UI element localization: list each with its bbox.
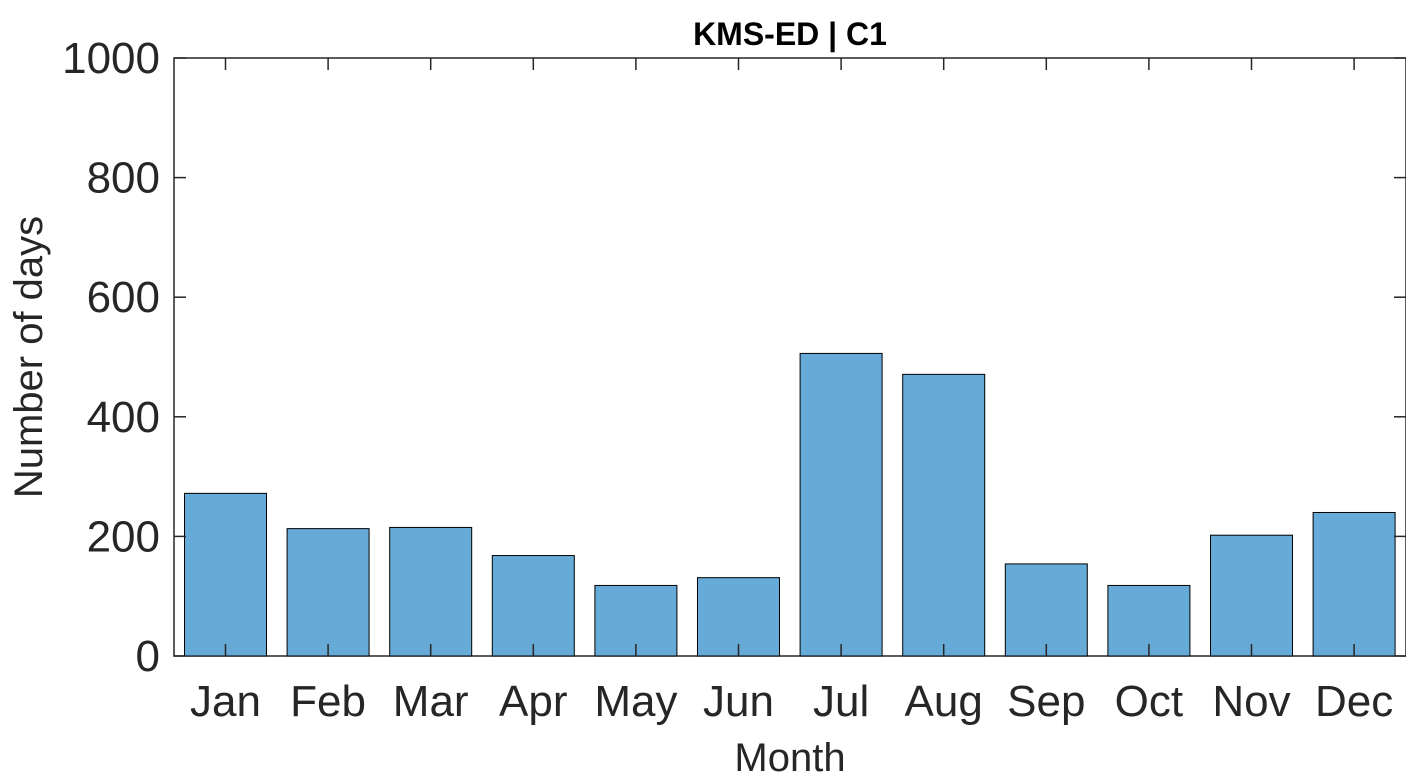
y-tick-label-600: 600 [87,273,160,322]
x-axis-label: Month [734,736,845,780]
bar-feb [286,528,370,657]
x-tick-label-nov: Nov [1212,677,1290,726]
x-tick-label-mar: Mar [393,677,469,726]
plot-area [173,57,1406,657]
y-tick-label-1000: 1000 [62,34,160,83]
x-tick-label-dec: Dec [1315,677,1393,726]
y-tick-label-0: 0 [136,632,160,681]
x-tick-label-may: May [594,677,677,726]
bar-aug [902,373,986,657]
bar-jul [799,352,883,657]
bar-jun [697,577,780,657]
ticks-group [174,57,1406,657]
x-tick-label-jul: Jul [813,677,869,726]
x-tick-label-oct: Oct [1115,677,1183,726]
bar-sep [1004,563,1088,657]
x-tick-label-sep: Sep [1007,677,1085,726]
x-tick-label-jan: Jan [190,677,261,726]
x-tick-label-jun: Jun [703,677,774,726]
y-tick-labels: 0 200 400 600 800 1000 [62,34,160,681]
chart-title: KMS-ED | C1 [693,16,887,52]
bar-jan [184,492,267,657]
bar-apr [491,555,575,657]
x-tick-label-aug: Aug [905,677,983,726]
x-tick-label-feb: Feb [290,677,366,726]
y-tick-label-400: 400 [87,393,160,442]
x-tick-label-apr: Apr [499,677,567,726]
y-tick-label-800: 800 [87,154,160,203]
bar-dec [1312,511,1396,657]
x-tick-labels: Jan Feb Mar Apr May Jun Jul Aug Sep Oct Nov Dec [190,677,1393,726]
y-tick-label-200: 200 [87,512,160,561]
bar-mar [389,526,473,657]
y-axis-label: Number of days [7,216,51,498]
bar-nov [1210,534,1293,657]
bars-group [184,352,1396,657]
